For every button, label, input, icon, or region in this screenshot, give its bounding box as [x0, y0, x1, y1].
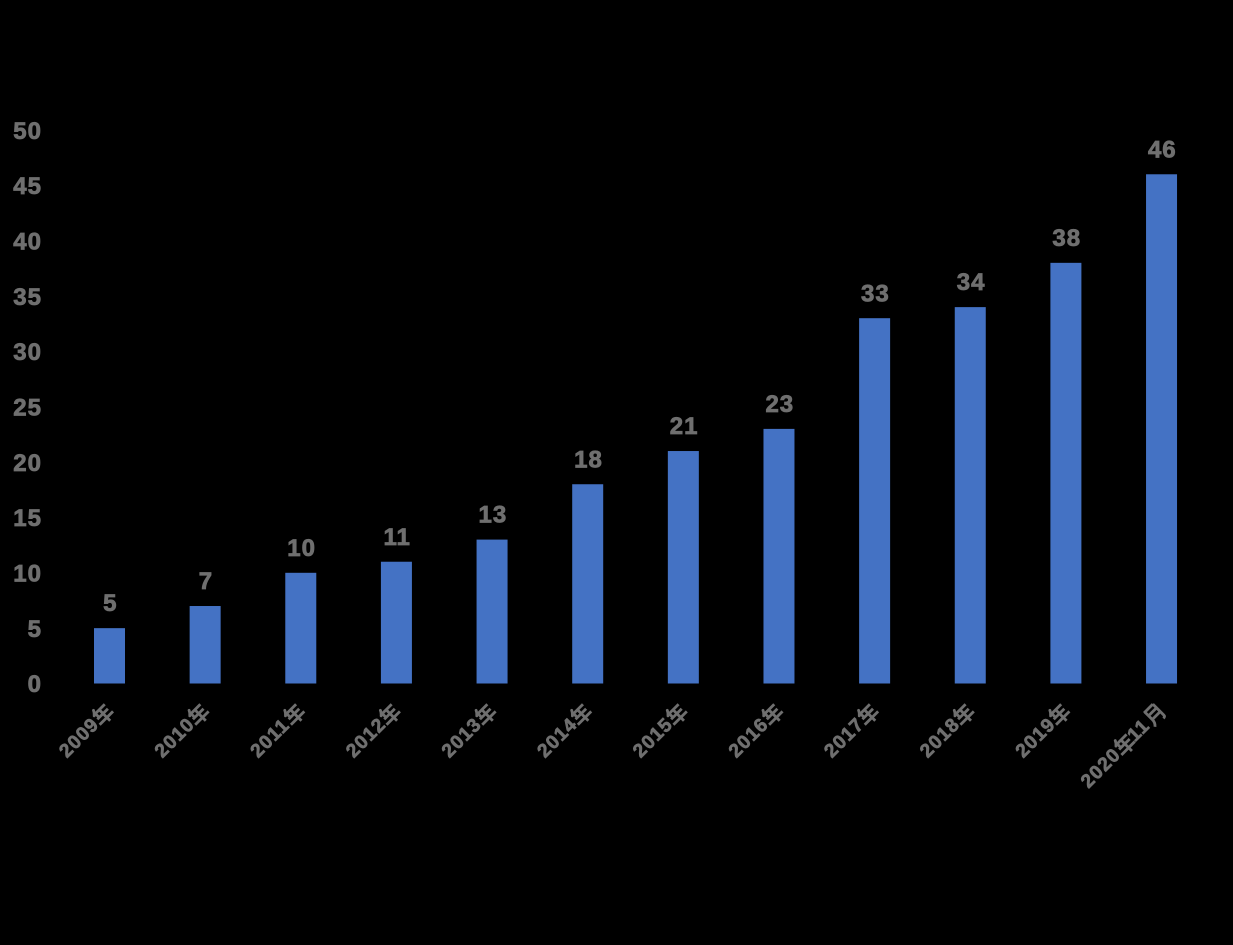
svg-text:30: 30	[13, 339, 42, 366]
svg-text:11: 11	[384, 524, 411, 551]
svg-text:40: 40	[13, 228, 42, 255]
svg-text:15: 15	[13, 505, 42, 532]
svg-text:10: 10	[287, 535, 316, 562]
svg-text:21: 21	[670, 413, 699, 440]
svg-text:18: 18	[574, 446, 603, 473]
svg-text:33: 33	[861, 280, 890, 307]
svg-text:5: 5	[103, 590, 117, 617]
svg-text:50: 50	[13, 118, 42, 145]
svg-text:38: 38	[1052, 225, 1081, 252]
svg-text:35: 35	[13, 284, 42, 311]
svg-text:13: 13	[479, 502, 508, 529]
svg-text:7: 7	[199, 568, 213, 595]
svg-text:23: 23	[765, 391, 794, 418]
svg-text:45: 45	[13, 173, 42, 200]
svg-text:25: 25	[13, 395, 42, 422]
svg-text:20: 20	[13, 450, 42, 477]
svg-text:46: 46	[1148, 136, 1177, 163]
svg-text:0: 0	[28, 671, 42, 698]
svg-text:5: 5	[28, 616, 42, 643]
svg-text:10: 10	[13, 561, 42, 588]
svg-text:34: 34	[957, 269, 986, 296]
